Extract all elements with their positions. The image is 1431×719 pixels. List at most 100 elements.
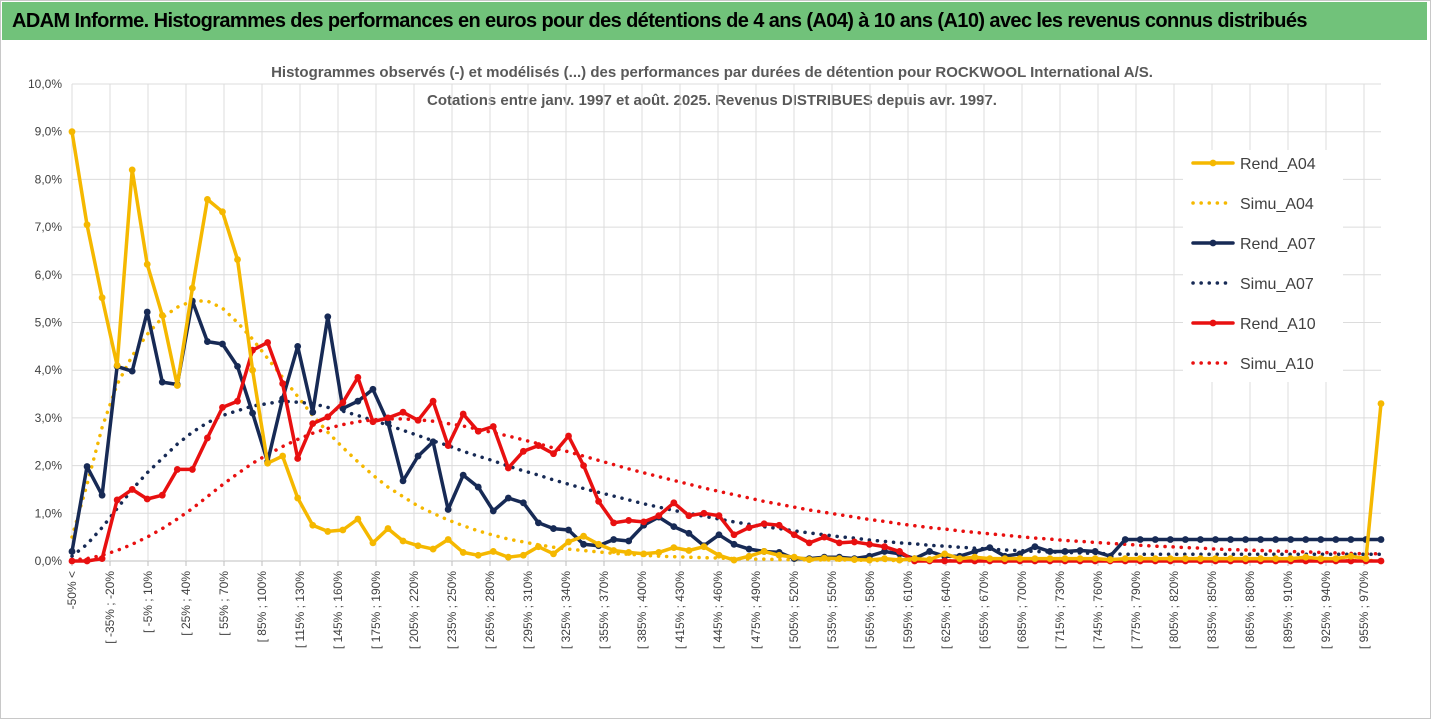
data-point-Rend_A04 xyxy=(1031,555,1039,563)
data-point-Rend_A04 xyxy=(550,550,557,558)
data-point-Rend_A07 xyxy=(1121,536,1129,543)
legend-label-Rend_A07: Rend_A07 xyxy=(1240,236,1316,253)
data-point-Rend_A04 xyxy=(444,536,452,543)
data-point-Rend_A04 xyxy=(535,543,542,551)
data-point-Rend_A07 xyxy=(354,397,362,405)
data-point-Rend_A04 xyxy=(1287,555,1295,563)
data-point-Rend_A07 xyxy=(1302,536,1310,543)
x-tick-label: [ 175% ; 190% xyxy=(369,571,383,649)
data-point-Rend_A07 xyxy=(1227,536,1234,543)
x-tick-label: [ 205% ; 220% xyxy=(407,571,421,649)
data-point-Rend_A04 xyxy=(384,525,392,532)
chart-title-line-2: Cotations entre janv. 1997 et août. 2025… xyxy=(427,92,997,109)
x-tick-label: [ 715% ; 730% xyxy=(1053,571,1067,649)
data-point-Rend_A07 xyxy=(1377,536,1385,543)
x-tick-label: [ 955% ; 970% xyxy=(1357,571,1371,649)
data-point-Rend_A10 xyxy=(580,462,587,469)
data-point-Rend_A07 xyxy=(610,536,618,543)
legend-marker-Rend_A07 xyxy=(1209,239,1217,247)
data-point-Rend_A10 xyxy=(429,397,437,405)
data-point-Rend_A07 xyxy=(1016,550,1024,558)
data-point-Rend_A04 xyxy=(1197,555,1204,563)
legend-label-Simu_A07: Simu_A07 xyxy=(1240,276,1314,293)
data-point-Rend_A04 xyxy=(835,555,843,563)
data-point-Rend_A04 xyxy=(474,551,482,559)
data-point-Rend_A04 xyxy=(414,542,422,550)
data-point-Rend_A07 xyxy=(881,548,888,555)
data-point-Rend_A04 xyxy=(1362,555,1370,563)
data-point-Rend_A04 xyxy=(1182,555,1189,563)
data-point-Rend_A07 xyxy=(550,525,557,532)
y-tick-label: 7,0% xyxy=(35,220,63,234)
data-point-Rend_A04 xyxy=(1317,555,1325,563)
x-tick-label: [ 655% ; 670% xyxy=(977,571,991,649)
data-point-Rend_A04 xyxy=(309,521,317,529)
x-tick-label: [ 295% ; 310% xyxy=(521,571,535,649)
data-point-Rend_A07 xyxy=(204,338,211,345)
data-point-Rend_A10 xyxy=(279,380,287,387)
chart-title-line-1: Histogrammes observés (-) et modélisés (… xyxy=(271,64,1153,81)
data-point-Rend_A04 xyxy=(1242,555,1249,563)
data-point-Rend_A10 xyxy=(1347,557,1355,565)
data-point-Rend_A10 xyxy=(866,540,873,548)
data-point-Rend_A04 xyxy=(805,556,813,563)
data-point-Rend_A07 xyxy=(1166,536,1174,543)
data-point-Rend_A04 xyxy=(143,260,151,268)
data-point-Rend_A07 xyxy=(339,404,347,412)
data-point-Rend_A04 xyxy=(219,208,226,216)
x-tick-label: [ -5% ; 10% xyxy=(141,571,155,633)
data-point-Rend_A07 xyxy=(1182,536,1189,543)
legend-marker-Rend_A04 xyxy=(1209,159,1217,167)
data-point-Rend_A04 xyxy=(1151,555,1159,563)
data-point-Rend_A04 xyxy=(881,555,888,563)
data-point-Rend_A04 xyxy=(399,537,407,545)
data-point-Rend_A04 xyxy=(1257,555,1265,563)
data-point-Rend_A04 xyxy=(1272,555,1280,563)
x-tick-label: [ 685% ; 700% xyxy=(1015,571,1029,649)
data-point-Rend_A07 xyxy=(1136,536,1144,543)
data-point-Rend_A10 xyxy=(173,466,181,473)
x-tick-label: [ 805% ; 820% xyxy=(1167,571,1181,649)
data-point-Rend_A10 xyxy=(640,518,648,526)
data-point-Rend_A07 xyxy=(971,548,979,555)
data-point-Rend_A04 xyxy=(489,548,497,555)
data-point-Rend_A04 xyxy=(1016,555,1024,563)
data-point-Rend_A04 xyxy=(595,540,603,548)
data-point-Rend_A07 xyxy=(926,548,934,555)
data-point-Rend_A04 xyxy=(294,494,302,502)
data-point-Rend_A04 xyxy=(354,515,362,523)
legend-label-Rend_A10: Rend_A10 xyxy=(1240,316,1316,333)
data-point-Rend_A07 xyxy=(625,537,633,545)
data-point-Rend_A07 xyxy=(1257,536,1265,543)
data-point-Rend_A04 xyxy=(956,555,964,563)
data-point-Rend_A07 xyxy=(294,342,302,350)
data-point-Rend_A07 xyxy=(474,483,482,491)
data-point-Rend_A04 xyxy=(1061,555,1069,563)
data-point-Rend_A04 xyxy=(700,543,708,551)
data-point-Rend_A04 xyxy=(775,551,783,559)
data-point-Rend_A04 xyxy=(249,366,256,374)
data-point-Rend_A07 xyxy=(158,378,166,386)
x-tick-label: [ 535% ; 550% xyxy=(825,571,839,649)
data-point-Rend_A04 xyxy=(113,362,121,369)
data-point-Rend_A10 xyxy=(820,533,828,541)
data-point-Rend_A04 xyxy=(188,284,196,292)
data-point-Rend_A10 xyxy=(760,520,768,528)
x-tick-label: [ 745% ; 760% xyxy=(1091,571,1105,649)
legend-label-Simu_A10: Simu_A10 xyxy=(1240,356,1314,373)
data-point-Rend_A07 xyxy=(68,548,76,555)
x-tick-label: [ 385% ; 400% xyxy=(635,571,649,649)
data-point-Rend_A07 xyxy=(745,545,753,553)
x-tick-label: [ 445% ; 460% xyxy=(711,571,725,649)
data-point-Rend_A04 xyxy=(670,544,678,552)
data-point-Rend_A04 xyxy=(264,459,271,467)
data-point-Rend_A07 xyxy=(309,408,317,416)
data-point-Rend_A07 xyxy=(219,340,226,348)
data-point-Rend_A10 xyxy=(98,555,106,563)
data-point-Rend_A04 xyxy=(98,294,106,302)
series-line-Rend_A04 xyxy=(70,129,1383,562)
data-point-Rend_A04 xyxy=(625,549,633,556)
data-point-Rend_A04 xyxy=(369,539,377,547)
y-tick-label: 9,0% xyxy=(35,125,63,139)
data-point-Rend_A07 xyxy=(429,438,437,446)
